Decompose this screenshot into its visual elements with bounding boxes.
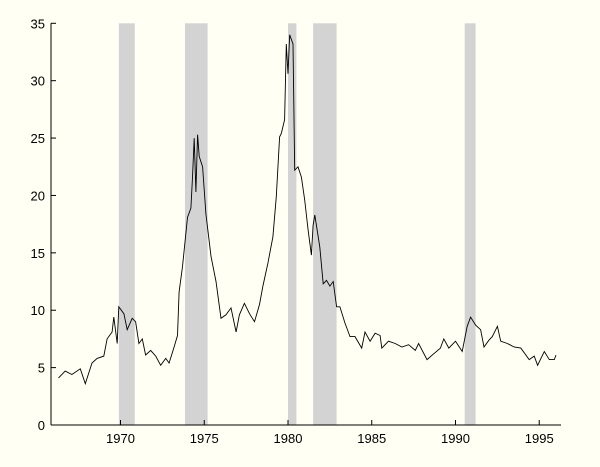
y-tick-label: 20 bbox=[31, 188, 45, 203]
recession-band bbox=[287, 23, 297, 426]
y-tick-label: 5 bbox=[38, 361, 45, 376]
y-tick-label: 35 bbox=[31, 16, 45, 31]
x-tick-label: 1990 bbox=[441, 431, 470, 446]
shaded-periods bbox=[118, 23, 476, 426]
y-tick-label: 10 bbox=[31, 303, 45, 318]
x-tick-label: 1970 bbox=[106, 431, 135, 446]
x-tick-label: 1975 bbox=[190, 431, 219, 446]
recession-band bbox=[464, 23, 476, 426]
y-tick-label: 0 bbox=[38, 418, 45, 433]
x-tick-label: 1980 bbox=[274, 431, 303, 446]
recession-band bbox=[184, 23, 208, 426]
x-tick-label: 1985 bbox=[357, 431, 386, 446]
axes: 0 5 10 15 20 25 30 35 1970 1975 1980 1985 1990 1995 bbox=[31, 16, 561, 446]
series-line bbox=[58, 34, 557, 386]
x-tick-label: 1995 bbox=[525, 431, 554, 446]
y-tick-label: 25 bbox=[31, 131, 45, 146]
y-tick-label: 30 bbox=[31, 74, 45, 89]
y-tick-label: 15 bbox=[31, 246, 45, 261]
recession-band bbox=[118, 23, 135, 426]
recession-band bbox=[313, 23, 337, 426]
